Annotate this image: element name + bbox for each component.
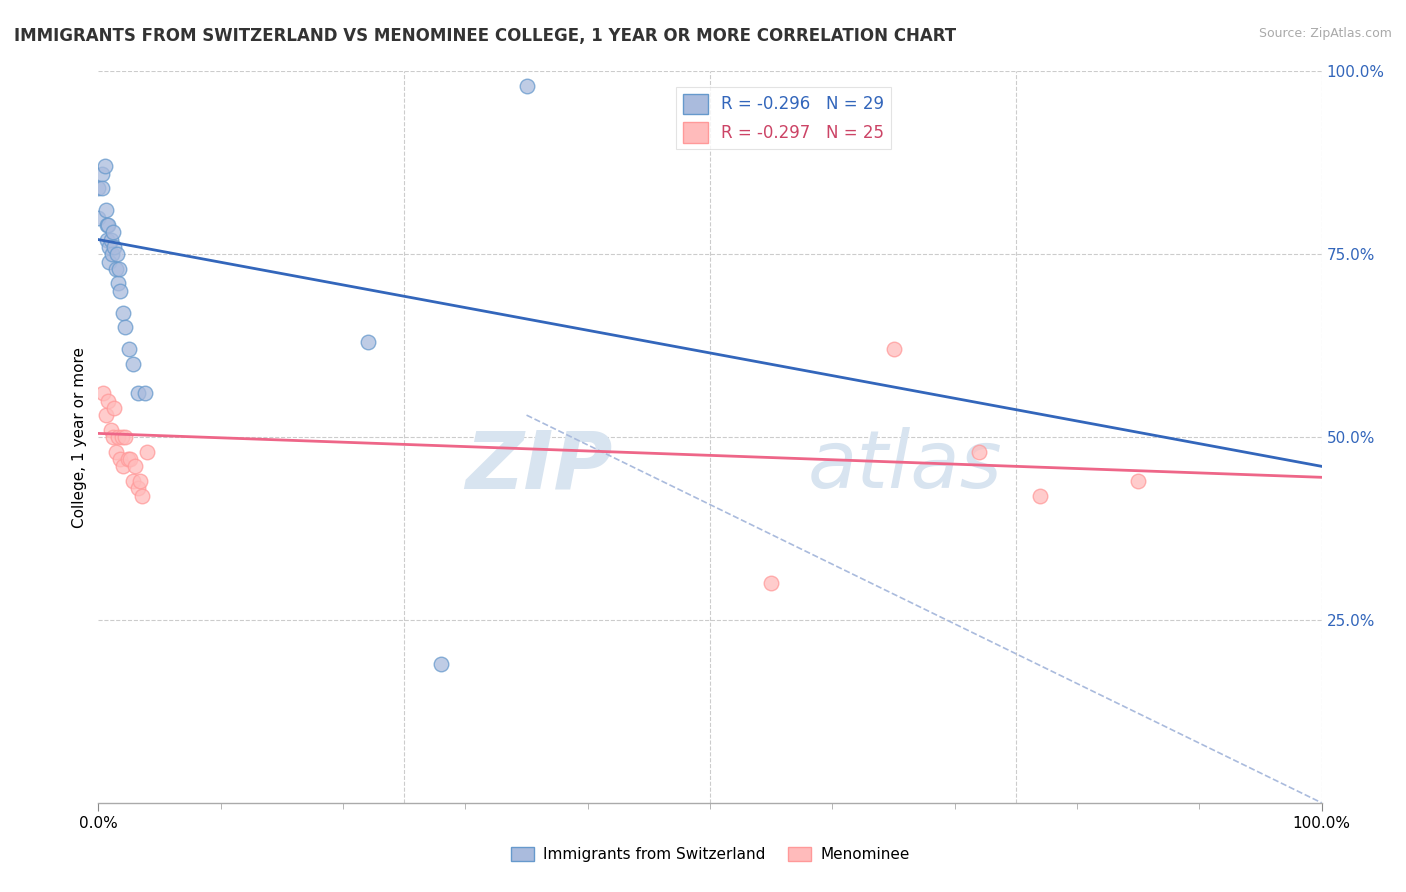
Point: [104, 261, 127, 276]
Point: [91, 386, 114, 401]
Point: [98, 254, 121, 268]
Point: [101, 247, 124, 261]
Point: [103, 240, 125, 254]
Point: [120, 452, 142, 467]
Point: [117, 452, 139, 467]
Point: [103, 401, 125, 415]
Point: [883, 343, 905, 357]
Point: [114, 320, 136, 334]
Point: [110, 452, 132, 467]
Point: [104, 444, 127, 458]
Point: [96, 233, 118, 247]
Y-axis label: College, 1 year or more: College, 1 year or more: [72, 347, 87, 527]
Point: [136, 444, 159, 458]
Point: [111, 306, 134, 320]
Point: [108, 261, 131, 276]
Point: [100, 233, 122, 247]
Point: [515, 78, 537, 93]
Point: [430, 657, 453, 671]
Point: [94, 203, 117, 218]
Text: Source: ZipAtlas.com: Source: ZipAtlas.com: [1258, 27, 1392, 40]
Point: [134, 386, 156, 401]
Point: [114, 430, 136, 444]
Point: [967, 444, 990, 458]
Point: [111, 459, 134, 474]
Point: [94, 408, 117, 422]
Point: [100, 423, 122, 437]
Point: [131, 489, 153, 503]
Point: [105, 247, 128, 261]
Text: IMMIGRANTS FROM SWITZERLAND VS MENOMINEE COLLEGE, 1 YEAR OR MORE CORRELATION CHA: IMMIGRANTS FROM SWITZERLAND VS MENOMINEE…: [14, 27, 956, 45]
Point: [121, 474, 143, 488]
Point: [118, 343, 141, 357]
Point: [96, 218, 118, 232]
Point: [101, 225, 124, 239]
Point: [356, 334, 378, 349]
Legend: Immigrants from Switzerland, Menominee: Immigrants from Switzerland, Menominee: [505, 841, 915, 868]
Point: [91, 181, 114, 195]
Point: [124, 459, 146, 474]
Point: [91, 167, 114, 181]
Point: [93, 160, 115, 174]
Point: [87, 181, 110, 195]
Point: [129, 474, 152, 488]
Point: [101, 430, 124, 444]
Text: atlas: atlas: [808, 427, 1002, 506]
Point: [127, 481, 149, 495]
Point: [97, 393, 120, 408]
Point: [111, 430, 134, 444]
Point: [761, 576, 783, 591]
Point: [98, 240, 121, 254]
Text: ZIP: ZIP: [465, 427, 612, 506]
Point: [1128, 474, 1150, 488]
Point: [97, 218, 120, 232]
Point: [121, 357, 143, 371]
Point: [107, 430, 129, 444]
Point: [110, 284, 132, 298]
Point: [1029, 489, 1052, 503]
Point: [107, 277, 129, 291]
Point: [127, 386, 149, 401]
Point: [87, 211, 110, 225]
